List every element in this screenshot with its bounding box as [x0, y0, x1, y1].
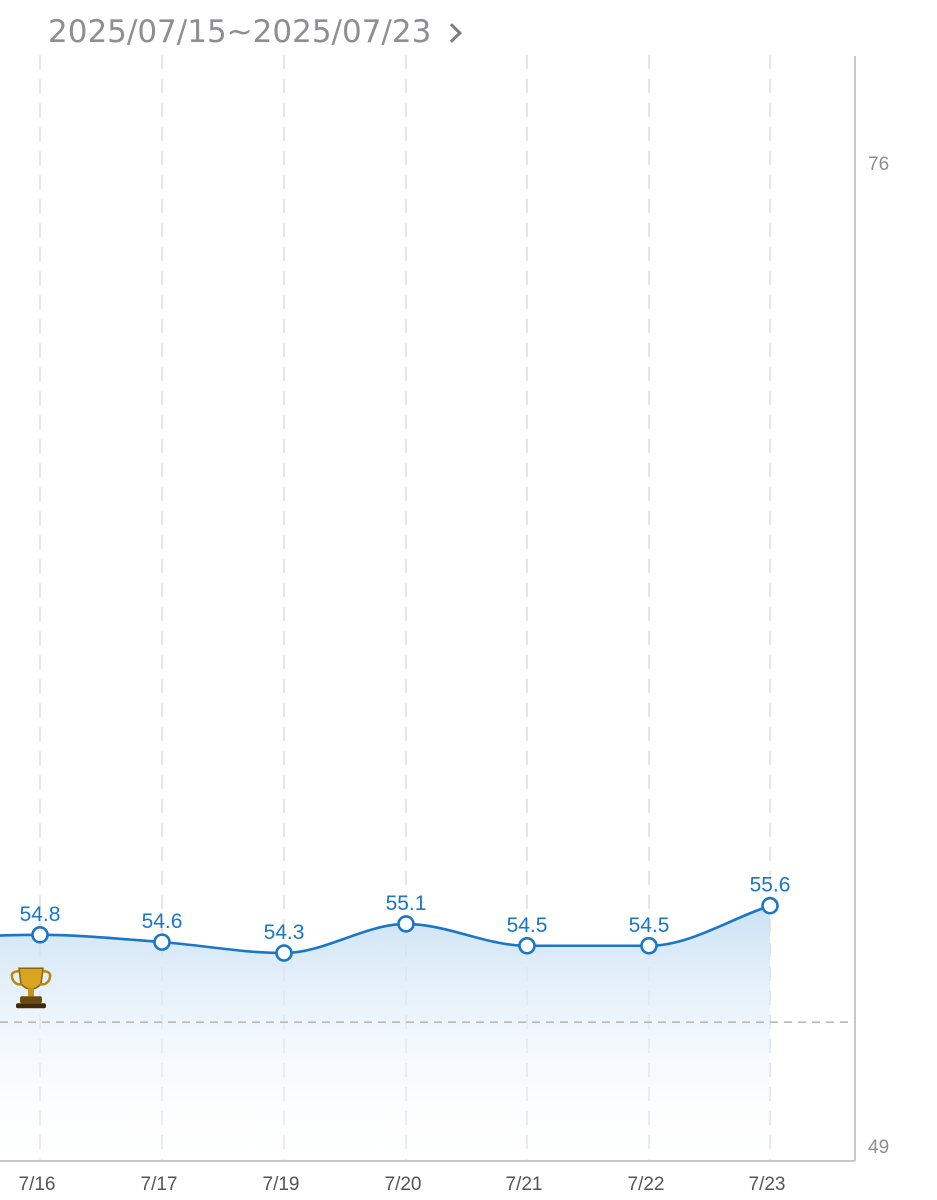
y-tick-label: 76: [868, 154, 889, 175]
data-point[interactable]: [31, 926, 49, 944]
series-line: [0, 904, 771, 955]
trophy-stem: [28, 988, 34, 997]
date-range-selector[interactable]: 2025/07/15~2025/07/23: [48, 10, 463, 54]
data-point[interactable]: [518, 936, 536, 955]
data-label: 54.5: [629, 914, 670, 937]
data-label: 54.5: [507, 914, 548, 937]
trophy-handle-left: [10, 969, 23, 986]
area-fill: [0, 905, 770, 1161]
data-label: 54.3: [264, 921, 305, 944]
x-tick-label: 7/20: [385, 1174, 422, 1195]
x-tick-label: 7/22: [628, 1174, 665, 1195]
trophy-cup: [18, 967, 44, 990]
data-label: 54.6: [142, 910, 183, 933]
trophy-handle-right: [39, 969, 52, 986]
x-tick-label: 7/17: [141, 1174, 178, 1195]
trophy-base: [20, 996, 42, 1004]
trophy-plinth: [16, 1003, 46, 1009]
x-tick-label: 7/19: [263, 1174, 300, 1195]
data-label: 55.6: [750, 874, 791, 897]
data-point[interactable]: [761, 896, 779, 915]
data-label: 55.1: [386, 892, 427, 915]
data-point[interactable]: [397, 915, 415, 933]
x-tick-label: 7/21: [506, 1174, 543, 1195]
x-tick-label: 7/23: [749, 1174, 786, 1195]
data-label: 54.8: [20, 903, 61, 926]
data-point[interactable]: [640, 936, 658, 955]
date-range-text: 2025/07/15~2025/07/23: [48, 14, 432, 50]
x-tick-label: 7/16: [19, 1174, 56, 1195]
data-point[interactable]: [275, 944, 293, 962]
trophy-icon: [10, 967, 52, 1009]
y-tick-label: 49: [868, 1137, 889, 1158]
data-point[interactable]: [153, 933, 171, 951]
